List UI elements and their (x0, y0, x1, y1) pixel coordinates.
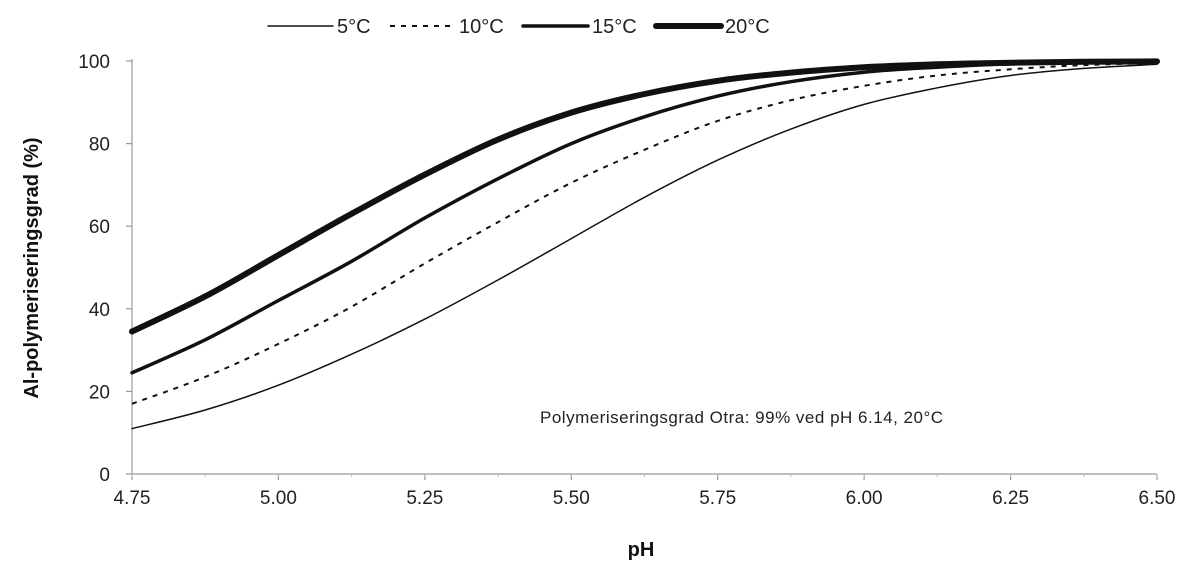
legend-label-2: 10°C (459, 16, 504, 38)
x-tick-label: 6.25 (992, 488, 1029, 509)
x-tick-label: 6.50 (1139, 488, 1176, 509)
x-tick-label: 6.00 (846, 488, 883, 509)
y-tick-label: 0 (99, 465, 110, 486)
y-tick-label: 40 (89, 300, 110, 321)
series-line-4 (129, 58, 1160, 335)
series-line-1 (131, 63, 1158, 430)
x-tick-label: 5.75 (699, 488, 736, 509)
series-line-2 (131, 62, 1158, 405)
legend-label-3: 15°C (592, 16, 637, 38)
y-tick-label: 60 (89, 217, 110, 238)
legend: 5°C 10°C 15°C 20°C (267, 16, 770, 38)
legend-label-1: 5°C (337, 16, 371, 38)
x-tick-label: 5.50 (553, 488, 590, 509)
series-line-3 (130, 60, 1159, 375)
x-tick-label: 5.25 (406, 488, 443, 509)
x-tick-label: 5.00 (260, 488, 297, 509)
x-axis-title: pH (628, 539, 655, 561)
y-axis-title: Al-polymeriseringsgrad (%) (21, 137, 43, 398)
series-lines (129, 58, 1160, 430)
y-tick-label: 20 (89, 382, 110, 403)
axes: 0 20 40 60 80 100 4.75 5.00 5.25 5.50 5.75 6.00 6.25… (78, 52, 1175, 509)
y-tick-label: 100 (78, 52, 110, 73)
y-tick-label: 80 (89, 135, 110, 156)
legend-label-4: 20°C (725, 16, 770, 38)
annotation-text: Polymeriseringsgrad Otra: 99% ved pH 6.1… (540, 408, 944, 427)
x-tick-label: 4.75 (114, 488, 151, 509)
